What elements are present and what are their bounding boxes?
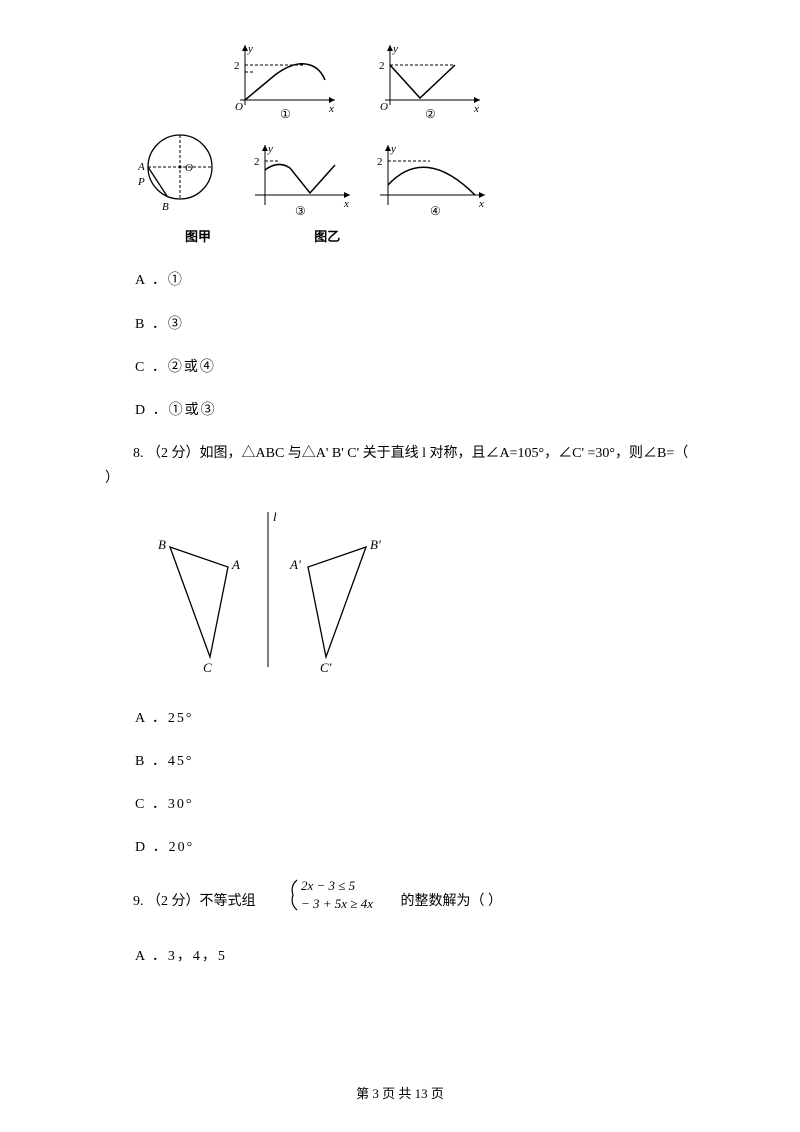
graph-4: y x 2 ④ [370,140,490,220]
q7-option-b: B ．③ [135,312,695,337]
q9-prefix: 9. （2 分）不等式组 [133,894,256,909]
graph-3: y x 2 ③ [240,140,355,220]
q8-text: 8. （2 分）如图，△ABC 与△A' B' C' 关于直线 l 对称，且∠A… [105,441,695,491]
svg-text:x: x [473,103,479,115]
svg-text:2x − 3 ≤ 5: 2x − 3 ≤ 5 [301,878,356,893]
svg-text:− 3 + 5x ≥ 4x: − 3 + 5x ≥ 4x [301,896,373,911]
graph-row-1: y x O 2 ① y x O 2 [225,40,695,120]
svg-text:③: ③ [295,204,306,218]
page-footer: 第 3 页 共 13 页 [0,1083,800,1102]
svg-text:①: ① [280,107,291,120]
svg-text:②: ② [425,107,436,120]
svg-text:O: O [235,101,243,113]
svg-text:B: B [158,537,166,552]
svg-text:A: A [231,557,240,572]
q9-inequality-system: 2x − 3 ≤ 5 − 3 + 5x ≥ 4x [259,876,397,923]
q8-figure: l B A C B' A' C' [140,507,695,686]
q8-option-d: D ．20° [135,835,695,860]
svg-text:④: ④ [430,204,441,218]
figure-captions: 图甲 图乙 [185,225,695,248]
q7-option-c: C ．②或④ [135,355,695,380]
q7-figure-block: y x O 2 ① y x O 2 [135,40,695,248]
svg-text:y: y [267,143,273,155]
caption-yi: 图乙 [314,229,340,244]
q8-option-b: B ．45° [135,749,695,774]
graph-1: y x O 2 ① [225,40,340,120]
q8-option-a: A ．25° [135,706,695,731]
q7-option-a: A ．① [135,268,695,293]
svg-text:x: x [478,198,484,210]
svg-text:A: A [137,161,145,173]
svg-text:C: C [203,660,212,675]
svg-text:O: O [380,101,388,113]
svg-text:O: O [185,162,193,174]
svg-text:x: x [343,198,349,210]
svg-text:y: y [392,43,398,55]
q9-text: 9. （2 分）不等式组 2x − 3 ≤ 5 − 3 + 5x ≥ 4x 的整… [105,878,695,925]
svg-text:y: y [247,43,253,55]
svg-text:B: B [162,201,169,213]
circle-figure: O A P B [135,125,225,220]
q8-option-c: C ．30° [135,792,695,817]
page-content: y x O 2 ① y x O 2 [0,0,800,969]
graph-row-2: O A P B y x 2 ③ [135,125,695,220]
svg-text:C': C' [320,660,332,675]
graph-2: y x O 2 ② [370,40,485,120]
q9-suffix: 的整数解为（ ） [401,894,503,909]
caption-jia: 图甲 [185,229,211,244]
svg-text:A': A' [289,557,301,572]
svg-text:l: l [273,509,277,524]
svg-text:P: P [137,176,145,188]
svg-text:y: y [390,143,396,155]
svg-text:2: 2 [379,60,385,72]
svg-text:B': B' [370,537,381,552]
q9-option-a: A ．3，4，5 [135,944,695,969]
svg-text:2: 2 [377,156,383,168]
q7-option-d: D ．①或③ [135,398,695,423]
svg-text:2: 2 [234,60,240,72]
svg-text:x: x [328,103,334,115]
svg-text:2: 2 [254,156,260,168]
